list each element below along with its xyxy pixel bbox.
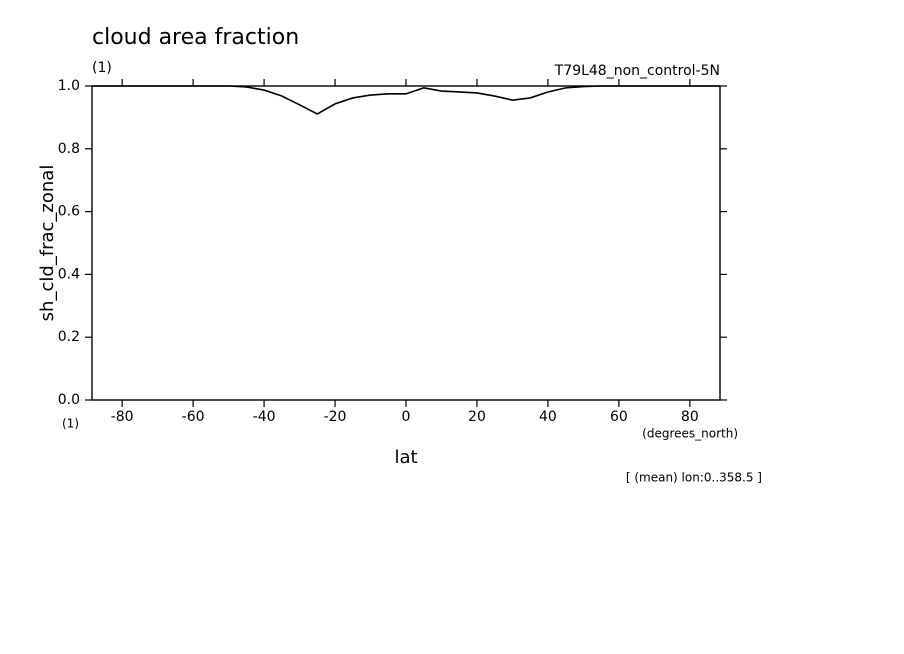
y-tick-label: 0.0: [58, 392, 80, 408]
y-tick-label: 1.0: [58, 78, 80, 94]
x-tick-label: 0: [402, 409, 411, 425]
x-tick-label: -20: [324, 409, 347, 425]
y-axis-label: sh_cld_frac_zonal: [37, 165, 58, 322]
x-tick-label: 40: [539, 409, 557, 425]
y-tick-label: 0.6: [58, 204, 80, 220]
y-tick-label: 0.8: [58, 141, 80, 157]
x-tick-label: -40: [253, 409, 276, 425]
x-tick-label: -80: [111, 409, 134, 425]
chart-title: cloud area fraction: [92, 25, 299, 50]
title-units: (1): [92, 60, 112, 76]
footnote: [ (mean) lon:0..358.5 ]: [626, 471, 762, 485]
x-tick-label: 80: [681, 409, 699, 425]
dataset-label: T79L48_non_control-5N: [554, 63, 720, 79]
x-axis-label: lat: [394, 447, 417, 468]
y-units: (1): [62, 417, 79, 431]
data-line: [92, 85, 720, 115]
x-tick-label: -60: [182, 409, 205, 425]
x-tick-label: 20: [468, 409, 486, 425]
x-tick-label: 60: [610, 409, 628, 425]
x-units: (degrees_north): [642, 427, 738, 441]
y-tick-label: 0.4: [58, 266, 80, 282]
y-tick-label: 0.2: [58, 329, 80, 345]
